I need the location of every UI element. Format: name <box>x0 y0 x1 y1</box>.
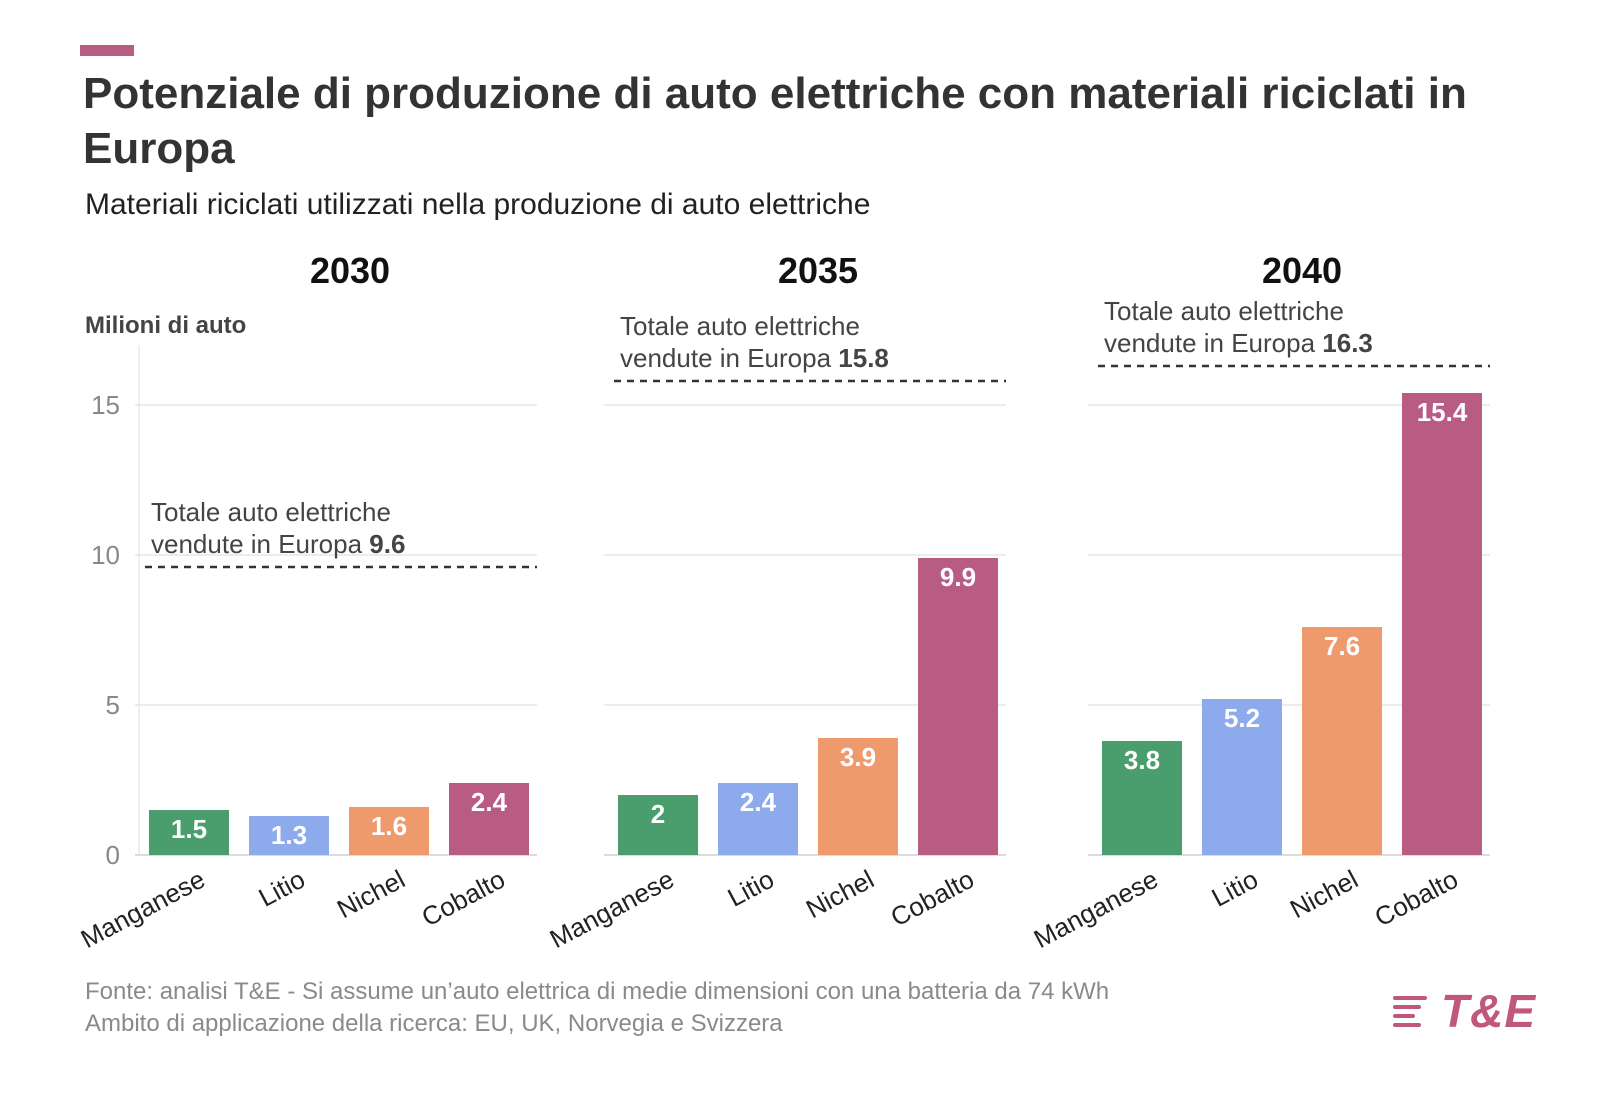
y-tick-label: 0 <box>106 840 120 870</box>
data-label: 2.4 <box>471 787 508 817</box>
source-line-1: Fonte: analisi T&E - Si assume un’auto e… <box>85 978 1110 1005</box>
y-axis-label: Milioni di auto <box>85 312 246 339</box>
bar-nichel <box>818 738 898 855</box>
category-label: Litio <box>1207 864 1263 913</box>
y-tick-label: 5 <box>106 690 120 720</box>
reference-label-text: vendute in Europa <box>1104 328 1322 358</box>
category-label: Manganese <box>1029 864 1163 954</box>
category-label: Cobalto <box>1370 864 1463 933</box>
bar-litio <box>718 783 798 855</box>
panel-title: 2040 <box>1262 250 1342 291</box>
chart-subtitle: Materiali riciclati utilizzati nella pro… <box>85 188 871 221</box>
category-label: Cobalto <box>886 864 979 933</box>
data-label: 9.9 <box>940 562 976 592</box>
data-label: 2.4 <box>740 787 777 817</box>
bar-nichel <box>349 807 429 855</box>
source-line-2: Ambito di applicazione della ricerca: EU… <box>85 1010 783 1037</box>
y-tick-label: 15 <box>91 390 120 420</box>
source-note: Fonte: analisi T&E - Si assume un’auto e… <box>85 976 1109 1040</box>
reference-label-text: vendute in Europa <box>620 343 838 373</box>
bar-cobalto <box>918 558 998 855</box>
reference-label-text: vendute in Europa <box>151 529 369 559</box>
data-label: 1.5 <box>171 814 207 844</box>
category-label: Litio <box>254 864 310 913</box>
data-label: 2 <box>651 799 665 829</box>
data-label: 15.4 <box>1417 397 1468 427</box>
reference-label-value: 16.3 <box>1322 328 1373 358</box>
reference-label-line1: Totale auto elettriche <box>1104 296 1344 326</box>
category-label: Nichel <box>801 864 879 924</box>
reference-label-line2: vendute in Europa 16.3 <box>1104 328 1373 358</box>
bar-litio <box>1202 699 1282 855</box>
panel-title: 2030 <box>310 250 390 291</box>
chart-title: Potenziale di produzione di auto elettri… <box>83 69 1467 173</box>
accent-bar <box>80 45 134 56</box>
data-label: 1.6 <box>371 811 407 841</box>
logo-lines-icon <box>1393 996 1433 1030</box>
data-label: 3.8 <box>1124 745 1160 775</box>
category-label: Cobalto <box>417 864 510 933</box>
te-logo: T&E <box>1393 986 1553 1044</box>
category-label: Manganese <box>76 864 210 954</box>
bar-litio <box>249 816 329 855</box>
bar-cobalto <box>1402 393 1482 855</box>
logo-text: T&E <box>1441 985 1536 1037</box>
reference-label-line2: vendute in Europa 9.6 <box>151 529 405 559</box>
reference-label-value: 9.6 <box>369 529 405 559</box>
reference-label-line1: Totale auto elettriche <box>620 311 860 341</box>
reference-label-line2: vendute in Europa 15.8 <box>620 343 889 373</box>
y-tick-label: 10 <box>91 540 120 570</box>
data-label: 5.2 <box>1224 703 1260 733</box>
data-label: 3.9 <box>840 742 876 772</box>
category-label: Manganese <box>545 864 679 954</box>
category-label: Nichel <box>1285 864 1363 924</box>
bar-manganese <box>618 795 698 855</box>
data-label: 1.3 <box>271 820 307 850</box>
data-label: 7.6 <box>1324 631 1360 661</box>
category-label: Litio <box>723 864 779 913</box>
category-label: Nichel <box>332 864 410 924</box>
bar-manganese <box>1102 741 1182 855</box>
panel-title: 2035 <box>778 250 858 291</box>
reference-label-line1: Totale auto elettriche <box>151 497 391 527</box>
bar-nichel <box>1302 627 1382 855</box>
bar-manganese <box>149 810 229 855</box>
bar-cobalto <box>449 783 529 855</box>
reference-label-value: 15.8 <box>838 343 889 373</box>
